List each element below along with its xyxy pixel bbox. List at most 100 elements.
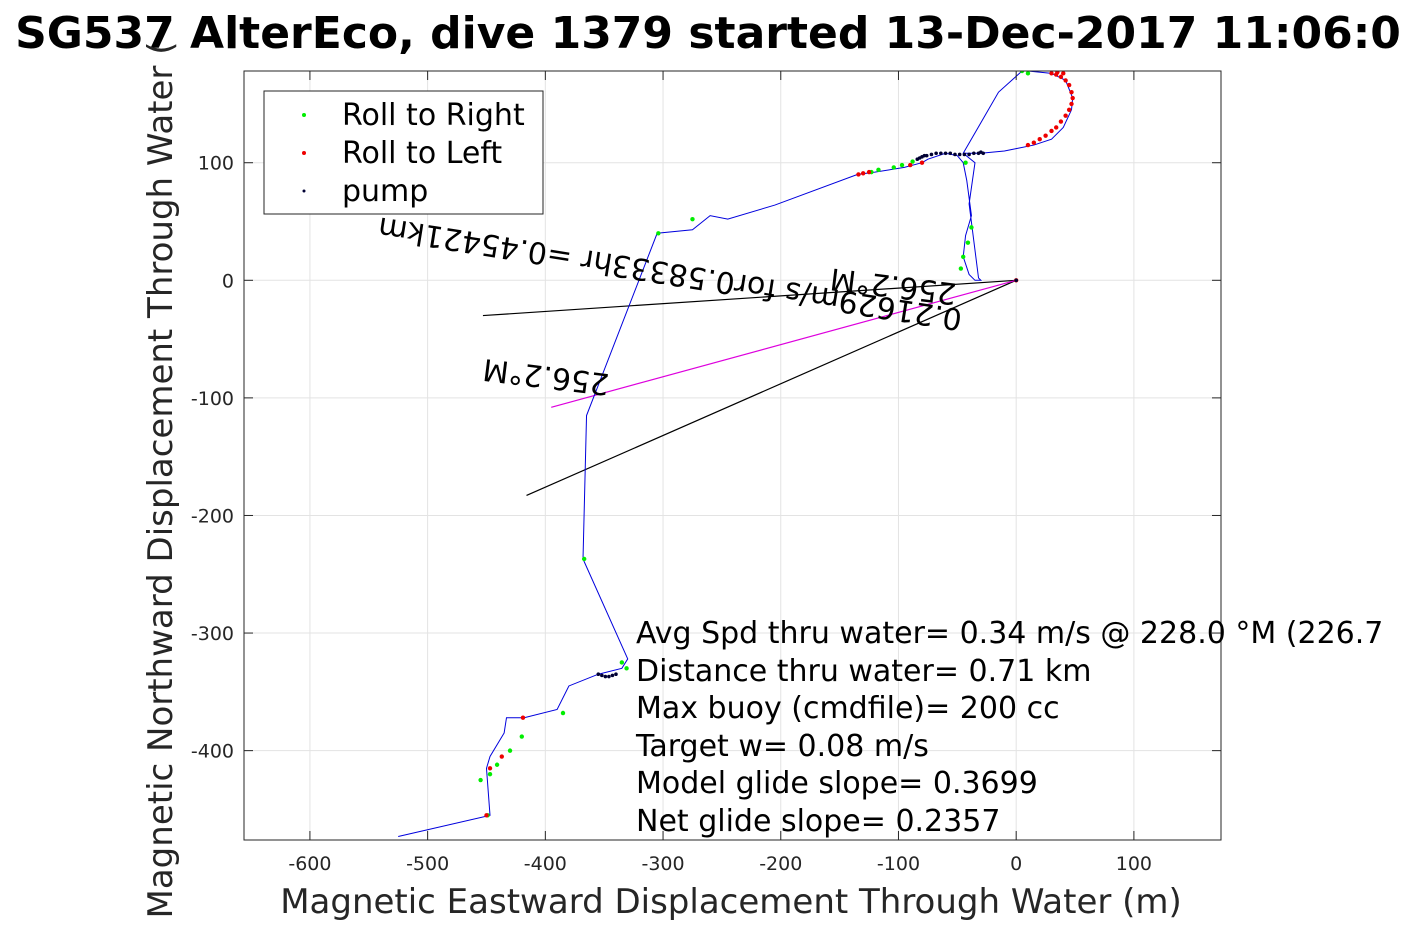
roll-right-point bbox=[507, 748, 513, 753]
roll-right-point bbox=[1025, 71, 1031, 76]
x-tick-label: 0 bbox=[1010, 853, 1022, 875]
roll-left-point bbox=[1043, 133, 1048, 138]
grid bbox=[244, 71, 1221, 840]
roll-right-point bbox=[891, 165, 896, 170]
pump-point bbox=[948, 151, 953, 156]
y-tick-label: -400 bbox=[191, 741, 234, 763]
data-layer bbox=[398, 71, 1075, 837]
x-tick-label: -300 bbox=[641, 853, 684, 875]
roll-left-point bbox=[1058, 74, 1064, 80]
roll-left-point bbox=[1070, 95, 1075, 101]
roll-right-point bbox=[963, 160, 968, 165]
roll-left-point bbox=[1049, 128, 1054, 134]
roll-right-point bbox=[965, 240, 971, 245]
roll-right-point bbox=[519, 734, 524, 739]
y-tick-label: 0 bbox=[222, 270, 234, 292]
roll-left-point bbox=[1069, 89, 1074, 95]
distance-text: Distance thru water= 0.71 km bbox=[636, 654, 1091, 689]
roll-left-point bbox=[1069, 101, 1074, 107]
x-axis-label: Magnetic Eastward Displacement Through W… bbox=[280, 882, 1182, 922]
chart-title: SG537 AlterEco, dive 1379 started 13-Dec… bbox=[15, 8, 1401, 59]
pump-point bbox=[607, 674, 611, 679]
net-glide-text: Net glide slope= 0.2357 bbox=[636, 804, 1000, 839]
pump-point bbox=[972, 151, 976, 156]
roll-right-point bbox=[656, 231, 661, 236]
avg-speed-text: Avg Spd thru water= 0.34 m/s @ 228.0 °M … bbox=[636, 616, 1383, 651]
pump-point bbox=[614, 672, 618, 677]
roll-right-point bbox=[958, 266, 964, 271]
pump-point bbox=[967, 152, 971, 157]
roll-left-point bbox=[1066, 82, 1072, 88]
roll-right-point bbox=[876, 167, 881, 172]
pump-point bbox=[943, 151, 948, 156]
legend-label-roll-right: Roll to Right bbox=[342, 98, 525, 133]
y-axis-label: Magnetic Northward Displacement Through … bbox=[141, 42, 181, 919]
roll-right-point bbox=[969, 225, 974, 230]
legend-marker-roll-right bbox=[302, 113, 306, 117]
pump-point bbox=[610, 673, 615, 678]
x-tick-label: 100 bbox=[1116, 853, 1152, 875]
current-direction-line bbox=[482, 279, 1017, 317]
x-tick-label: -200 bbox=[759, 853, 802, 875]
y-tick-label: -300 bbox=[191, 623, 234, 645]
pump-point bbox=[603, 674, 608, 679]
pump-point bbox=[934, 151, 938, 156]
legend-label-pump: pump bbox=[342, 174, 428, 209]
roll-right-point bbox=[899, 162, 905, 168]
roll-right-point bbox=[478, 777, 483, 783]
roll-left-point bbox=[1061, 71, 1066, 76]
roll-right-point bbox=[690, 216, 695, 222]
roll-right-point bbox=[961, 254, 966, 259]
current-direction-line bbox=[526, 279, 1017, 497]
roll-right-point bbox=[560, 710, 566, 716]
tick-layer: -600 -500 -400 -300 -200 -100 0 100 -400 -300 -200… bbox=[191, 71, 1221, 875]
max-buoy-text: Max buoy (cmdfile)= 200 cc bbox=[636, 691, 1060, 726]
pump-point bbox=[917, 156, 922, 160]
roll-left-point bbox=[856, 172, 861, 177]
legend-box bbox=[263, 90, 544, 215]
pump-point bbox=[962, 152, 967, 157]
roll-left-point bbox=[1049, 71, 1054, 76]
pump-point bbox=[979, 150, 983, 154]
legend: Roll to Right Roll to Left pump bbox=[263, 90, 544, 215]
roll-right-point bbox=[581, 556, 587, 562]
roll-left-point bbox=[1025, 142, 1031, 148]
roll-left-point bbox=[487, 766, 493, 771]
roll-right-point bbox=[619, 660, 625, 665]
roll-left-point bbox=[1055, 71, 1060, 75]
y-tick-label: -200 bbox=[191, 505, 234, 527]
pump-point bbox=[596, 672, 601, 677]
legend-marker-roll-left bbox=[302, 151, 306, 155]
roll-left-point bbox=[866, 169, 872, 175]
roll-left-point bbox=[1063, 113, 1068, 118]
roll-right-point bbox=[1019, 71, 1025, 74]
x-tick-label: -600 bbox=[288, 853, 331, 875]
y-tick-label: 100 bbox=[198, 153, 234, 175]
pump-point bbox=[922, 153, 927, 158]
roll-left-point bbox=[1063, 78, 1068, 83]
roll-right-point bbox=[487, 771, 493, 777]
pump-point bbox=[957, 152, 962, 157]
roll-left-point bbox=[919, 160, 925, 165]
model-glide-text: Model glide slope= 0.3699 bbox=[636, 766, 1038, 801]
pump-point bbox=[1014, 278, 1018, 283]
stats-annotation: Avg Spd thru water= 0.34 m/s @ 228.0 °M … bbox=[635, 616, 1383, 839]
x-tick-label: -500 bbox=[406, 853, 449, 875]
pump-point bbox=[953, 152, 957, 157]
target-w-text: Target w= 0.08 m/s bbox=[635, 729, 929, 764]
roll-right-point bbox=[910, 159, 915, 164]
roll-left-point bbox=[1058, 119, 1064, 124]
roll-left-point bbox=[1031, 140, 1037, 145]
roll-left-point bbox=[520, 715, 526, 720]
x-tick-label: -100 bbox=[877, 853, 920, 875]
legend-label-roll-left: Roll to Left bbox=[342, 136, 502, 171]
drift-vector-line bbox=[551, 279, 1017, 408]
y-tick-label: -100 bbox=[191, 388, 234, 410]
pump-point bbox=[600, 673, 604, 678]
pump-point bbox=[929, 152, 934, 157]
roll-right-point bbox=[624, 666, 629, 671]
roll-left-point bbox=[1066, 107, 1072, 113]
x-tick-label: -400 bbox=[524, 853, 567, 875]
